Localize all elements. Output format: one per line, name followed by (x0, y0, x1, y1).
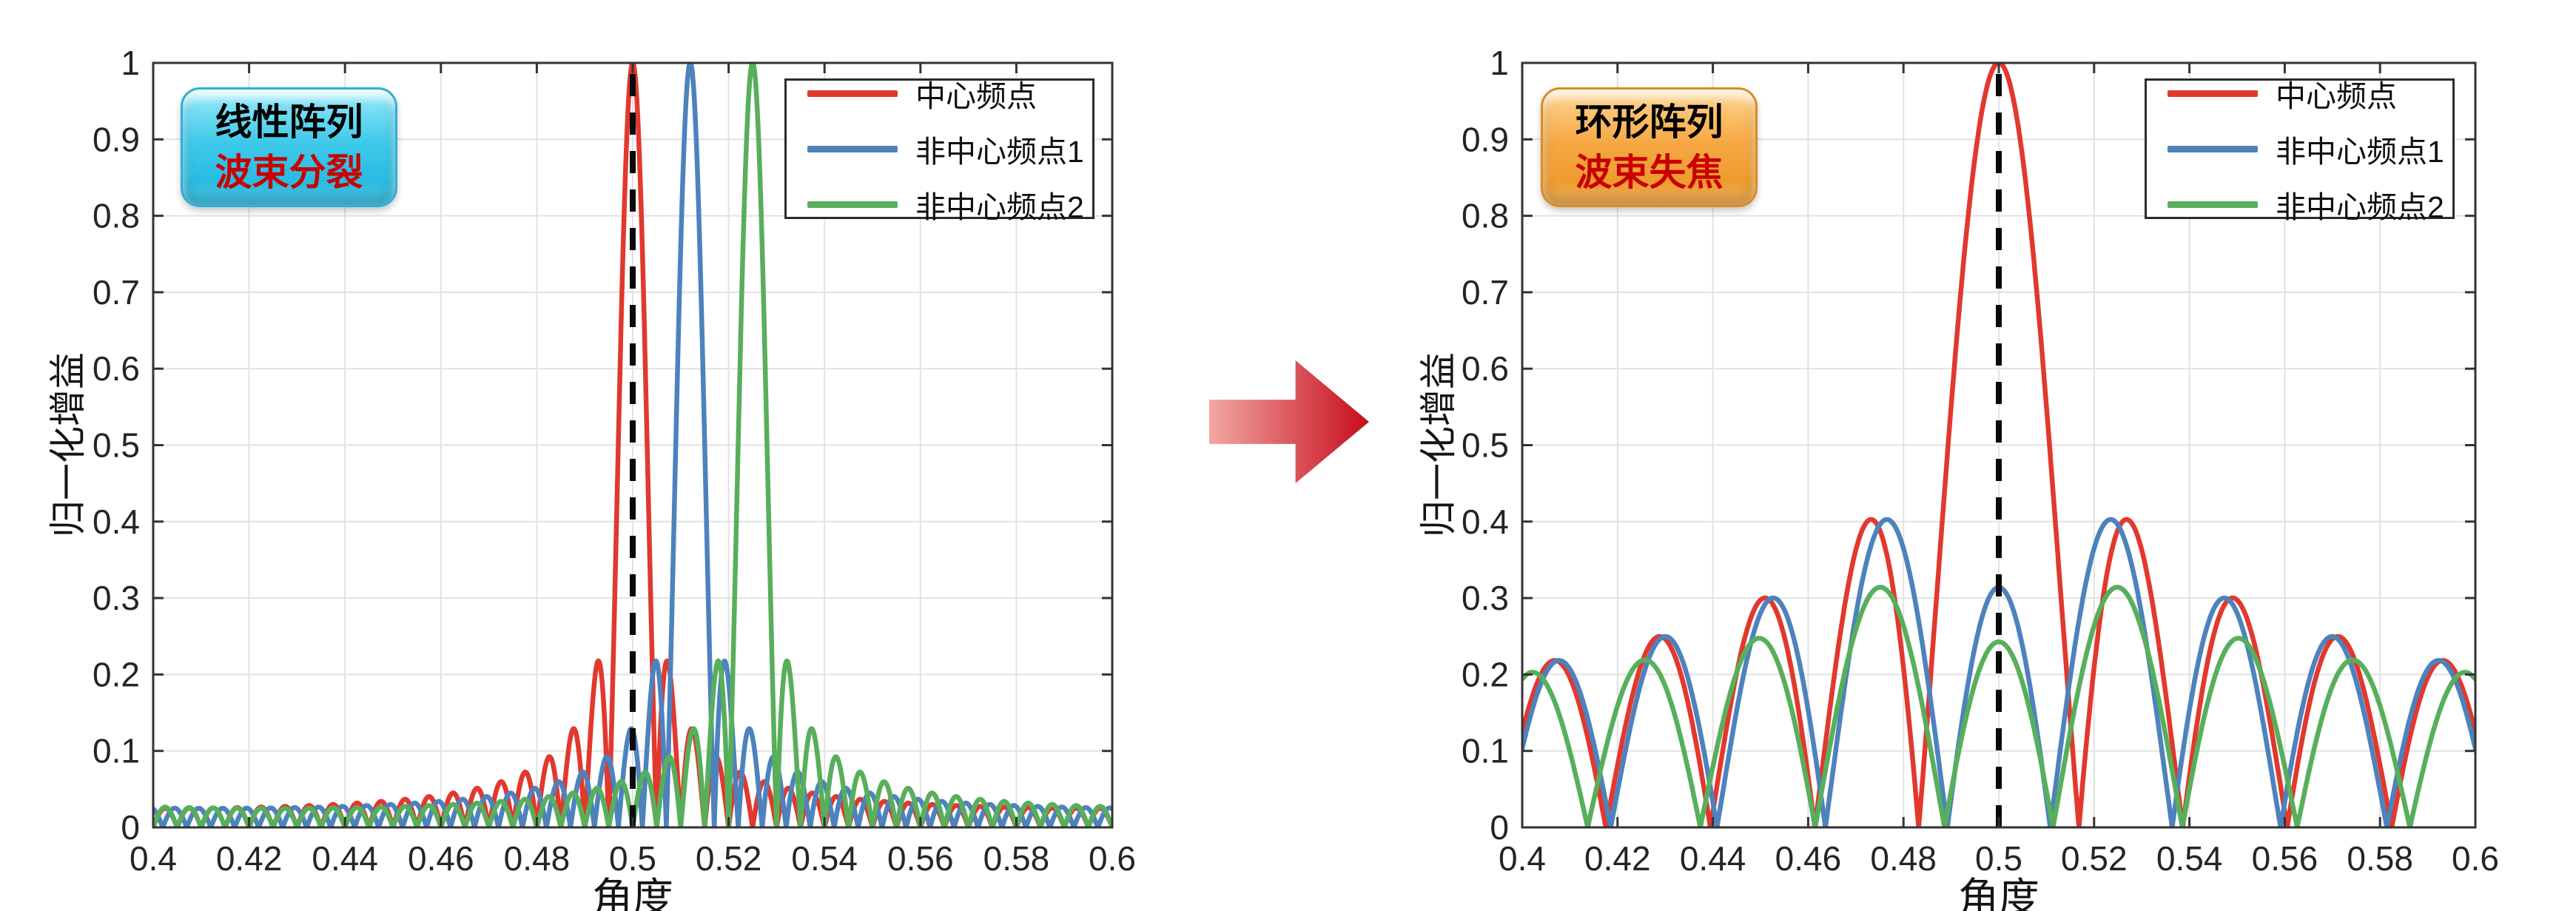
right-legend: 中心频点 非中心频点1 非中心频点2 (2145, 78, 2455, 224)
x-tick-label: 0.5 (609, 839, 656, 878)
x-tick-label: 0.5 (1975, 839, 2022, 878)
legend-item: 中心频点 (807, 71, 1079, 115)
y-tick-label: 0.3 (93, 579, 140, 617)
x-tick-label: 0.4 (130, 839, 177, 878)
legend-item: 非中心频点2 (2168, 182, 2444, 226)
x-tick-label: 0.6 (2452, 839, 2499, 878)
tick-labels: 0.4 0.42 0.44 0.46 0.48 0.5 0.52 0.54 0.56 0.58 0.… (1462, 44, 2499, 878)
y-tick-label: 0.5 (1462, 426, 1509, 465)
left-title-badge: 线性阵列 波束分裂 (181, 87, 397, 207)
x-tick-label: 0.44 (1680, 839, 1746, 878)
y-tick-label: 0 (1490, 808, 1509, 847)
y-tick-label: 0.5 (93, 426, 140, 465)
tick-labels: 0.4 0.42 0.44 0.46 0.48 0.5 0.52 0.54 0.56 0.58 0.… (93, 44, 1136, 878)
legend-item: 非中心频点1 (807, 127, 1084, 171)
y-tick-label: 0.6 (1462, 349, 1509, 388)
legend-label-center-freq: 中心频点 (2276, 79, 2397, 113)
legend-line-offcenter-freq-1 (2168, 145, 2258, 152)
x-tick-label: 0.42 (216, 839, 283, 878)
right-yaxis-label: 归一化增益 (1418, 352, 1459, 537)
x-tick-label: 0.58 (983, 839, 1050, 878)
legend-item: 中心频点 (2168, 71, 2439, 115)
y-tick-label: 0.9 (93, 120, 140, 158)
x-tick-label: 0.58 (2347, 839, 2413, 878)
y-tick-label: 0.8 (1462, 197, 1509, 235)
legend-label-offcenter-freq-2: 非中心频点2 (915, 190, 1084, 224)
y-tick-label: 0.2 (1462, 655, 1509, 693)
x-tick-label: 0.44 (312, 839, 378, 878)
right-title-badge: 环形阵列 波束失焦 (1541, 87, 1758, 207)
x-tick-label: 0.6 (1089, 839, 1136, 878)
legend-label-offcenter-freq-1: 非中心频点1 (915, 135, 1084, 169)
y-tick-label: 0.9 (1462, 120, 1509, 158)
x-tick-label: 0.56 (2252, 839, 2318, 878)
y-tick-label: 0.6 (93, 349, 140, 388)
legend-item: 非中心频点2 (807, 182, 1084, 226)
x-tick-label: 0.54 (2156, 839, 2223, 878)
right-plot-area: 0.4 0.42 0.44 0.46 0.48 0.5 0.52 0.54 0.56 0.58 0.… (1462, 44, 2499, 878)
y-tick-label: 0.4 (1462, 502, 1509, 541)
curve-series-2 (153, 63, 1112, 827)
right-xaxis-label: 角度 (1957, 875, 2040, 911)
x-tick-label: 0.48 (504, 839, 571, 878)
y-tick-label: 0.3 (1462, 579, 1509, 617)
left-legend: 中心频点 非中心频点1 非中心频点2 (784, 78, 1094, 224)
legend-line-offcenter-freq-2 (807, 201, 898, 208)
legend-label-offcenter-freq-1: 非中心频点1 (2276, 135, 2444, 169)
x-tick-label: 0.42 (1584, 839, 1651, 878)
x-tick-label: 0.4 (1499, 839, 1546, 878)
left-badge-line2: 波束分裂 (215, 152, 363, 193)
y-tick-label: 0.2 (93, 655, 140, 693)
legend-item: 非中心频点1 (2168, 127, 2444, 171)
left-yaxis-label: 归一化增益 (47, 352, 89, 537)
legend-line-offcenter-freq-1 (807, 145, 898, 152)
y-tick-label: 0.4 (93, 502, 140, 541)
y-tick-label: 1 (121, 44, 140, 82)
legend-line-offcenter-freq-2 (2168, 201, 2258, 208)
y-tick-label: 0.1 (1462, 732, 1509, 770)
left-plot-area: 0.4 0.42 0.44 0.46 0.48 0.5 0.52 0.54 0.56 0.58 0.… (93, 44, 1136, 878)
y-tick-label: 1 (1490, 44, 1509, 82)
curve-series-2 (1522, 585, 2475, 827)
y-tick-label: 0.7 (1462, 273, 1509, 312)
gridlines (153, 63, 1112, 827)
axes-box (152, 61, 1114, 829)
x-tick-label: 0.46 (1775, 839, 1842, 878)
y-tick-label: 0.1 (93, 732, 140, 770)
y-tick-label: 0.8 (93, 197, 140, 235)
x-tick-label: 0.46 (408, 839, 474, 878)
legend-label-center-freq: 中心频点 (915, 79, 1037, 113)
legend-label-offcenter-freq-2: 非中心频点2 (2276, 190, 2444, 224)
legend-line-center-freq (807, 90, 898, 97)
y-tick-label: 0 (121, 808, 140, 847)
left-xaxis-label: 角度 (591, 875, 674, 911)
axes-box (1521, 61, 2477, 829)
legend-line-center-freq (2168, 90, 2258, 97)
x-tick-label: 0.52 (2061, 839, 2128, 878)
right-badge-line2: 波束失焦 (1575, 152, 1724, 193)
curve-series-0 (1522, 63, 2475, 827)
left-badge-line1: 线性阵列 (215, 101, 363, 143)
x-tick-label: 0.52 (696, 839, 762, 878)
x-tick-label: 0.56 (887, 839, 954, 878)
x-tick-label: 0.54 (791, 839, 858, 878)
x-tick-label: 0.48 (1870, 839, 1937, 878)
y-tick-label: 0.7 (93, 273, 140, 312)
right-badge-line1: 环形阵列 (1575, 101, 1724, 143)
